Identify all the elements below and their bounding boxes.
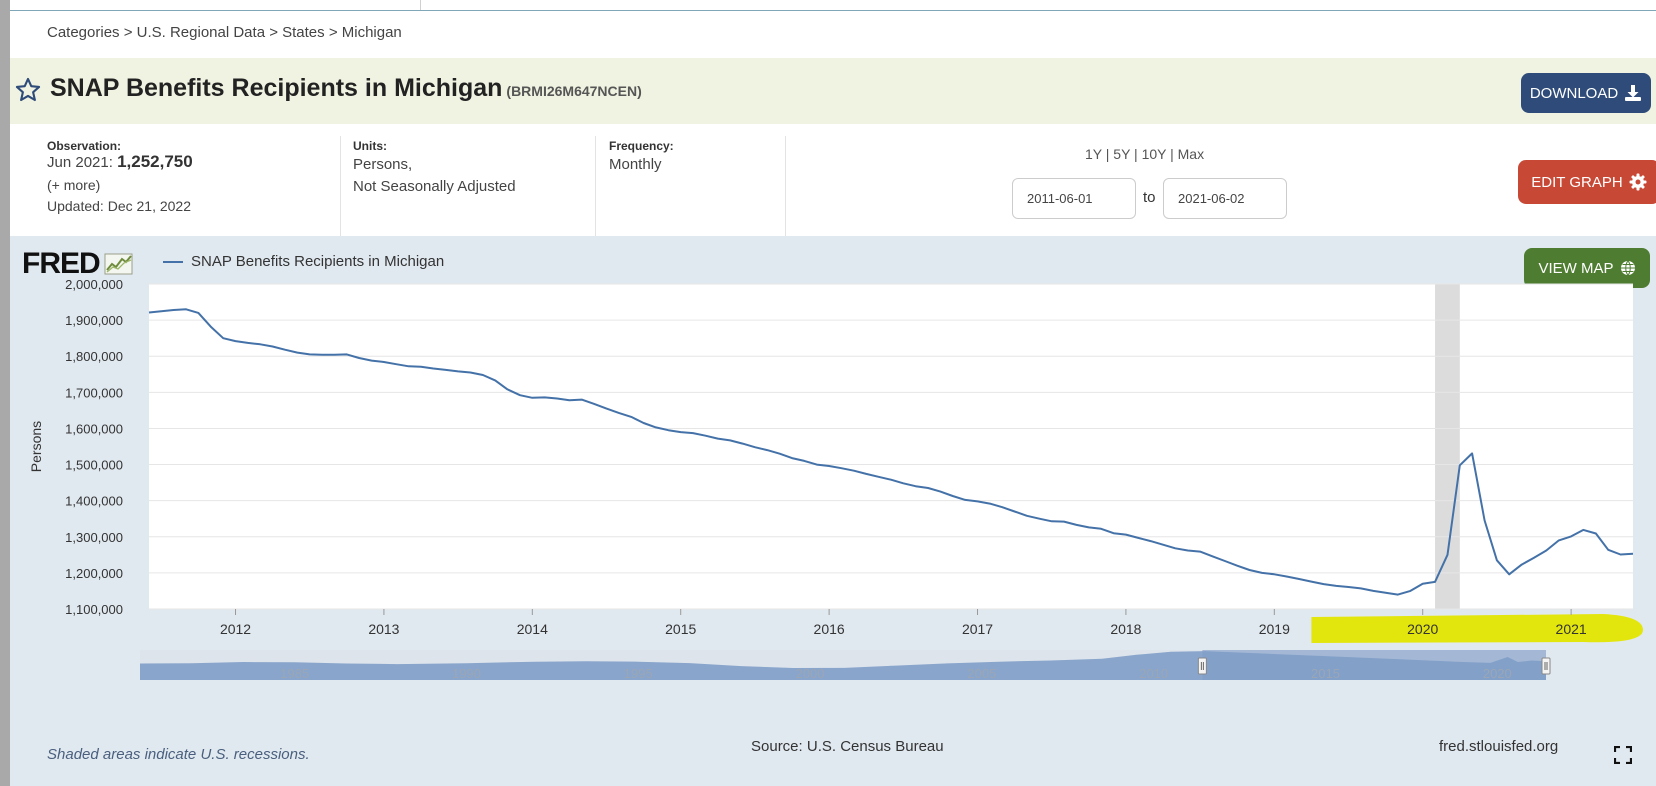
navigator-tick-label: 2020	[1483, 666, 1512, 681]
navigator-area	[140, 651, 1546, 680]
navigator-tick-label: 2005	[967, 666, 996, 681]
range-links[interactable]: 1Y | 5Y | 10Y | Max	[1085, 146, 1205, 162]
observation-date: Jun 2021:	[47, 154, 113, 171]
navigator-handle[interactable]	[1541, 657, 1551, 675]
x-tick-label: 2013	[368, 621, 399, 637]
frequency-label: Frequency:	[609, 139, 674, 153]
y-tick-label: 2,000,000	[65, 277, 123, 292]
fred-logo[interactable]: FRED	[22, 247, 134, 281]
y-tick-label: 1,900,000	[65, 313, 123, 328]
fred-logo-text: FRED	[22, 247, 101, 280]
divider	[595, 136, 596, 236]
fullscreen-icon[interactable]	[1614, 746, 1632, 764]
divider	[785, 136, 786, 236]
y-tick-label: 1,500,000	[65, 458, 123, 473]
star-icon[interactable]	[14, 76, 42, 104]
navigator-tick-label: 1990	[452, 666, 481, 681]
observation-block: Observation: Jun 2021: 1,252,750 (+ more…	[10, 124, 340, 236]
window-left-edge	[0, 0, 10, 786]
x-tick-label: 2012	[220, 621, 251, 637]
navigator-tick-label: 2010	[1139, 666, 1168, 681]
x-tick-label: 2014	[517, 621, 548, 637]
end-date-input[interactable]	[1163, 178, 1287, 219]
observation-label: Observation:	[47, 139, 122, 153]
download-icon	[1625, 85, 1642, 101]
observation-line: Jun 2021: 1,252,750	[47, 152, 193, 172]
x-tick-label: 2020	[1407, 621, 1438, 637]
x-tick-label: 2015	[665, 621, 696, 637]
divider	[340, 136, 341, 236]
x-tick-label: 2021	[1556, 621, 1587, 637]
navigator-handle[interactable]	[1197, 657, 1207, 675]
updated-date: Updated: Dec 21, 2022	[47, 198, 191, 214]
x-tick-label: 2016	[814, 621, 845, 637]
navigator-tick-label: 2000	[796, 666, 825, 681]
frequency-value: Monthly	[609, 156, 662, 173]
y-tick-label: 1,200,000	[65, 566, 123, 581]
y-tick-label: 1,600,000	[65, 421, 123, 436]
units-block: Units: Persons, Not Seasonally Adjusted	[341, 124, 595, 236]
series-info: Observation: Jun 2021: 1,252,750 (+ more…	[10, 124, 1656, 236]
legend-label: SNAP Benefits Recipients in Michigan	[191, 253, 445, 270]
breadcrumb[interactable]: Categories > U.S. Regional Data > States…	[47, 24, 402, 41]
globe-icon	[1620, 260, 1635, 276]
observation-value: 1,252,750	[117, 152, 193, 171]
legend-swatch	[163, 260, 183, 263]
recession-note: Shaded areas indicate U.S. recessions.	[47, 746, 310, 763]
to-label: to	[1143, 189, 1156, 206]
gear-icon	[1629, 173, 1647, 191]
page-title: SNAP Benefits Recipients in Michigan (BRM…	[50, 74, 642, 103]
series-line	[148, 308, 1634, 596]
y-tick-label: 1,700,000	[65, 385, 123, 400]
units-line-2: Not Seasonally Adjusted	[353, 178, 516, 195]
view-map-label: VIEW MAP	[1538, 259, 1614, 277]
recession-band	[1435, 284, 1460, 609]
view-map-button[interactable]: VIEW MAP	[1524, 248, 1650, 288]
series-id: (BRMI26M647NCEN)	[506, 83, 642, 99]
download-label: DOWNLOAD	[1529, 84, 1619, 102]
source-text: Source: U.S. Census Bureau	[751, 738, 944, 755]
y-axis-label: Persons	[28, 421, 44, 472]
plot-background	[149, 284, 1633, 609]
fred-url[interactable]: fred.stlouisfed.org	[1439, 738, 1559, 755]
start-date-input[interactable]	[1012, 178, 1136, 219]
highlighter-mark	[1311, 614, 1643, 643]
series-title-text: SNAP Benefits Recipients in Michigan	[50, 74, 503, 102]
edit-graph-button[interactable]: EDIT GRAPH	[1518, 160, 1656, 204]
title-bar: SNAP Benefits Recipients in Michigan (BRM…	[10, 58, 1656, 124]
units-label: Units:	[353, 139, 387, 153]
chart-legend: SNAP Benefits Recipients in Michigan	[163, 253, 444, 270]
navigator-tick-label: 1995	[624, 666, 653, 681]
top-edge	[10, 0, 1656, 11]
download-button[interactable]: DOWNLOAD	[1521, 73, 1651, 113]
chart: 1,100,000 1,200,000 1,300,000 1,400,000 1,50…	[28, 277, 1643, 681]
edit-graph-label: EDIT GRAPH	[1531, 173, 1623, 191]
y-tick-label: 1,400,000	[65, 494, 123, 509]
x-tick-label: 2019	[1259, 621, 1290, 637]
x-tick-label: 2017	[962, 621, 993, 637]
more-link[interactable]: (+ more)	[47, 177, 101, 193]
frequency-block: Frequency: Monthly	[596, 124, 786, 236]
y-tick-label: 1,300,000	[65, 530, 123, 545]
y-tick-label: 1,100,000	[65, 602, 123, 617]
units-line-1: Persons,	[353, 156, 413, 173]
navigator-tick-label: 1985	[280, 666, 309, 681]
fred-chart-icon	[104, 253, 133, 275]
navigator-tick-label: 2015	[1311, 666, 1340, 681]
graph-area: FRED SNAP Benefits Recipients in Michiga…	[10, 236, 1656, 786]
y-tick-label: 1,800,000	[65, 349, 123, 364]
x-tick-label: 2018	[1110, 621, 1141, 637]
